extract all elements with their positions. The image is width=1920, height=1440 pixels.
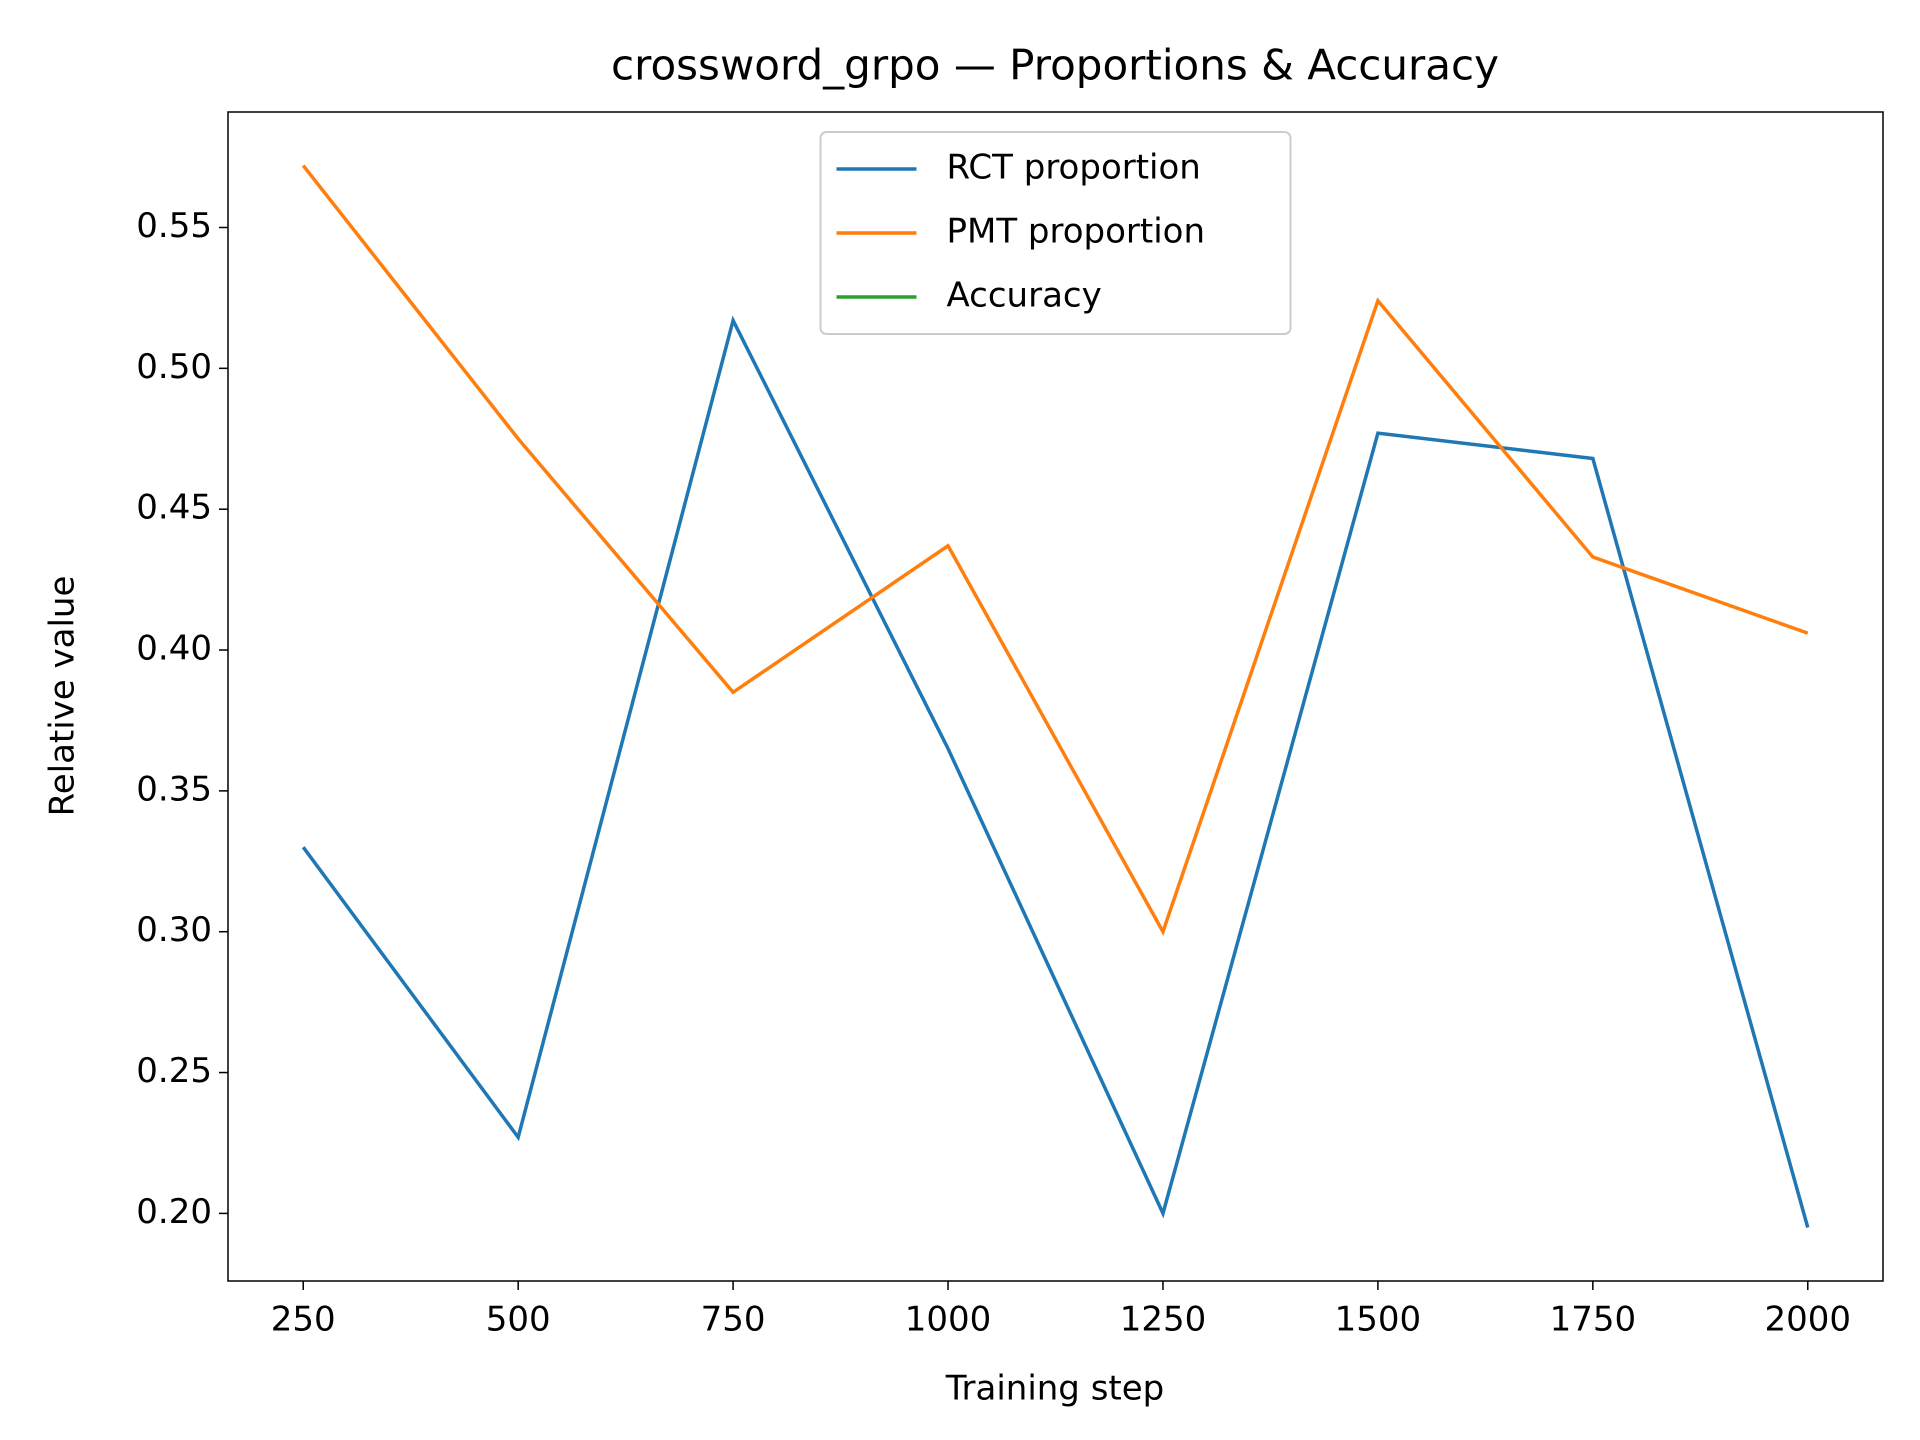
y-tick-label: 0.35: [136, 769, 212, 809]
x-tick-label: 750: [701, 1300, 766, 1340]
legend-label: PMT proportion: [947, 212, 1206, 252]
line-series: [301, 164, 1809, 936]
legend-label: RCT proportion: [947, 148, 1201, 188]
y-tick-label: 0.20: [136, 1192, 212, 1232]
y-tick-label: 0.30: [136, 910, 212, 950]
y-tick-label: 0.40: [136, 629, 212, 669]
line-series: [301, 315, 1810, 1228]
plot-frame: [227, 111, 1884, 1282]
x-tick-label: 250: [271, 1300, 336, 1340]
x-tick-label: 1000: [905, 1300, 992, 1340]
legend-label: Accuracy: [947, 276, 1102, 316]
x-axis-label: Training step: [945, 1369, 1165, 1409]
y-tick-label: 0.45: [136, 488, 212, 528]
x-tick-label: 500: [486, 1300, 551, 1340]
y-tick-label: 0.50: [136, 347, 212, 387]
chart-title: crossword_grpo — Proportions & Accuracy: [611, 41, 1499, 90]
x-tick-label: 2000: [1765, 1300, 1852, 1340]
x-tick-label: 1250: [1120, 1300, 1207, 1340]
x-tick-label: 1750: [1550, 1300, 1637, 1340]
legend-box: [819, 131, 1292, 335]
y-tick-label: 0.25: [136, 1051, 212, 1091]
x-tick-label: 1500: [1335, 1300, 1422, 1340]
y-tick-label: 0.55: [136, 206, 212, 246]
y-axis-label: Relative value: [43, 576, 83, 817]
